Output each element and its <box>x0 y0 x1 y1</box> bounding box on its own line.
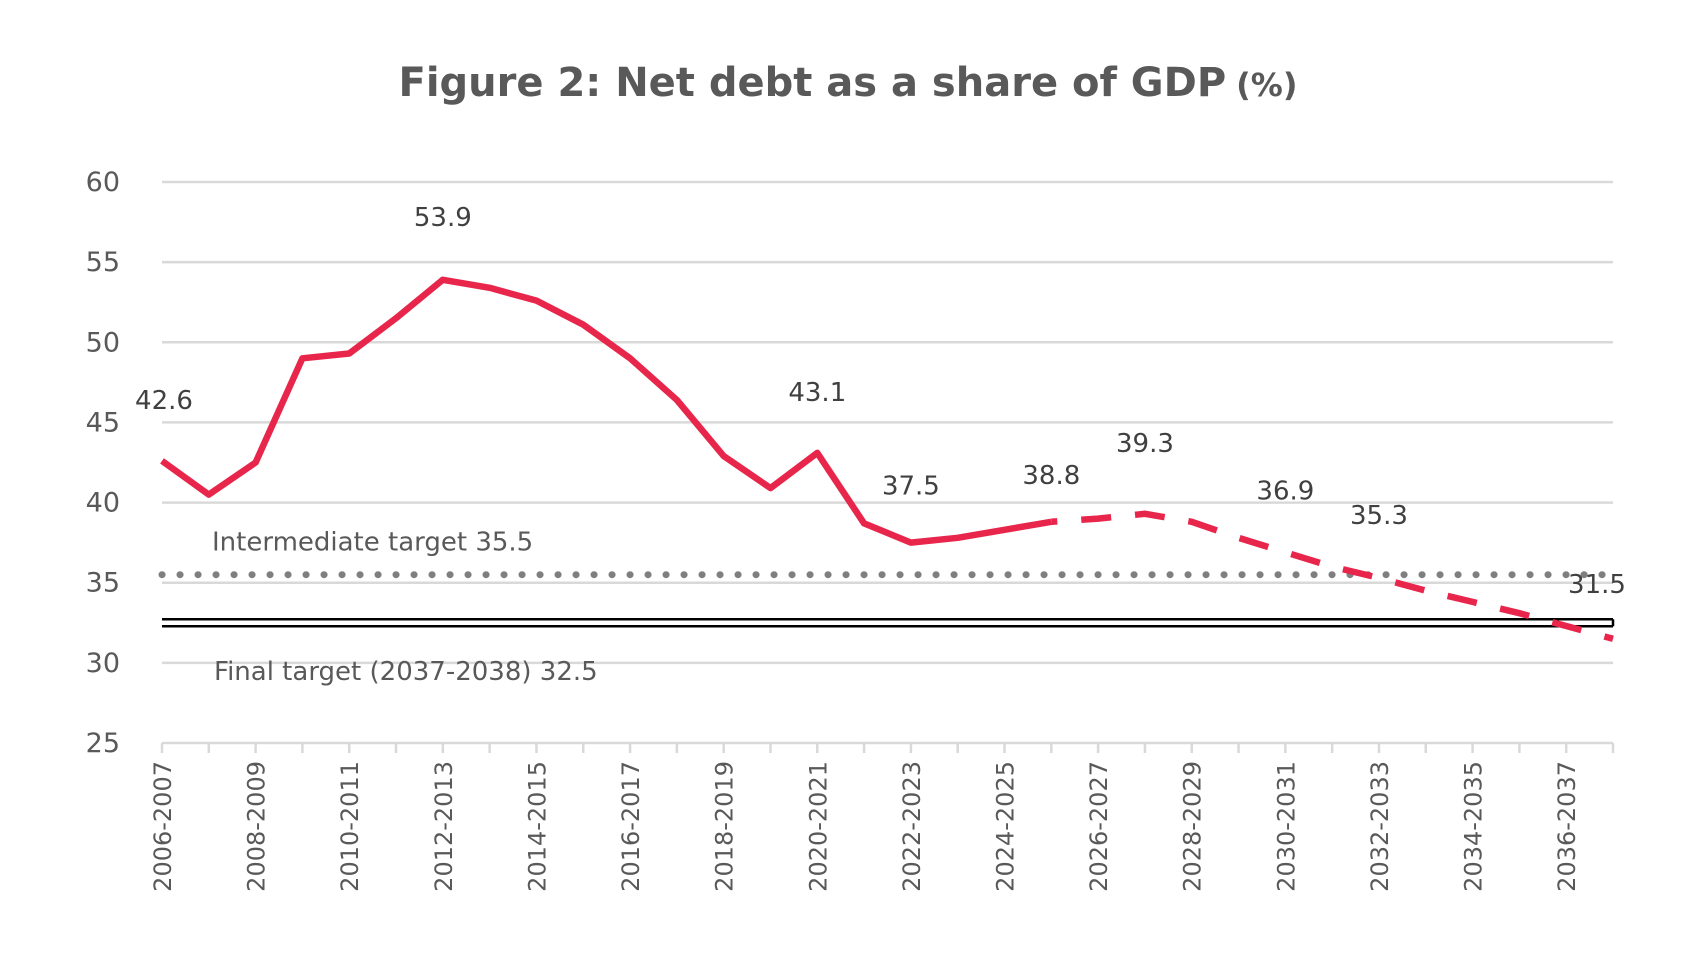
y-tick-label: 55 <box>86 247 120 278</box>
chart-title-unit: (%) <box>1236 66 1297 104</box>
x-tick-label: 2020-2021 <box>804 761 832 892</box>
y-tick-label: 35 <box>86 568 120 599</box>
x-tick-label: 2036-2037 <box>1553 761 1581 892</box>
intermediate-target-label: Intermediate target 35.5 <box>212 528 533 558</box>
x-tick-label: 2008-2009 <box>243 761 271 892</box>
data-label: 35.3 <box>1350 501 1408 531</box>
chart-title: Figure 2: Net debt as a share of GDP (%) <box>399 60 1298 106</box>
x-tick-label: 2026-2027 <box>1085 761 1113 892</box>
x-tick-label: 2022-2023 <box>898 761 926 892</box>
y-tick-label: 40 <box>86 488 120 519</box>
series-line-actual <box>160 276 1052 546</box>
x-tick-label: 2030-2031 <box>1272 761 1300 892</box>
x-tick-label: 2018-2019 <box>711 761 739 892</box>
data-label: 43.1 <box>788 378 846 408</box>
x-tick-label: 2012-2013 <box>430 761 458 892</box>
series-line <box>160 276 1614 642</box>
x-tick-label: 2024-2025 <box>992 761 1020 892</box>
x-tick-label: 2034-2035 <box>1460 761 1488 892</box>
y-tick-label: 25 <box>86 728 120 759</box>
data-label: 37.5 <box>882 472 940 502</box>
y-tick-label: 50 <box>86 327 120 358</box>
gridlines <box>162 180 1613 745</box>
data-label: 53.9 <box>414 203 472 233</box>
data-label: 31.5 <box>1568 570 1626 600</box>
data-label: 42.6 <box>135 386 193 416</box>
x-tick-label: 2014-2015 <box>523 761 551 892</box>
chart-title-main: Figure 2: Net debt as a share of GDP <box>399 60 1227 106</box>
y-tick-label: 45 <box>86 407 120 438</box>
data-labels: 42.6 53.9 43.1 37.5 38.8 39.3 36.9 35.3 31.5 <box>135 203 1626 600</box>
x-tick-label: 2032-2033 <box>1366 761 1394 892</box>
x-tick-label: 2028-2029 <box>1179 761 1207 892</box>
x-tick-label: 2016-2017 <box>617 761 645 892</box>
final-target-label: Final target (2037-2038) 32.5 <box>214 657 598 687</box>
y-axis: 25 30 35 40 45 50 55 60 <box>86 167 120 759</box>
data-label: 36.9 <box>1256 476 1314 506</box>
data-label: 38.8 <box>1022 461 1080 491</box>
x-tick-label: 2010-2011 <box>336 761 364 892</box>
series-line-projection <box>1051 510 1614 642</box>
x-axis: 2006-2007 2008-2009 2010-2011 2012-2013 2014… <box>149 743 1615 892</box>
data-label: 39.3 <box>1116 429 1174 459</box>
y-tick-label: 30 <box>86 648 120 679</box>
y-tick-label: 60 <box>86 167 120 198</box>
x-tick-label: 2006-2007 <box>149 761 177 892</box>
